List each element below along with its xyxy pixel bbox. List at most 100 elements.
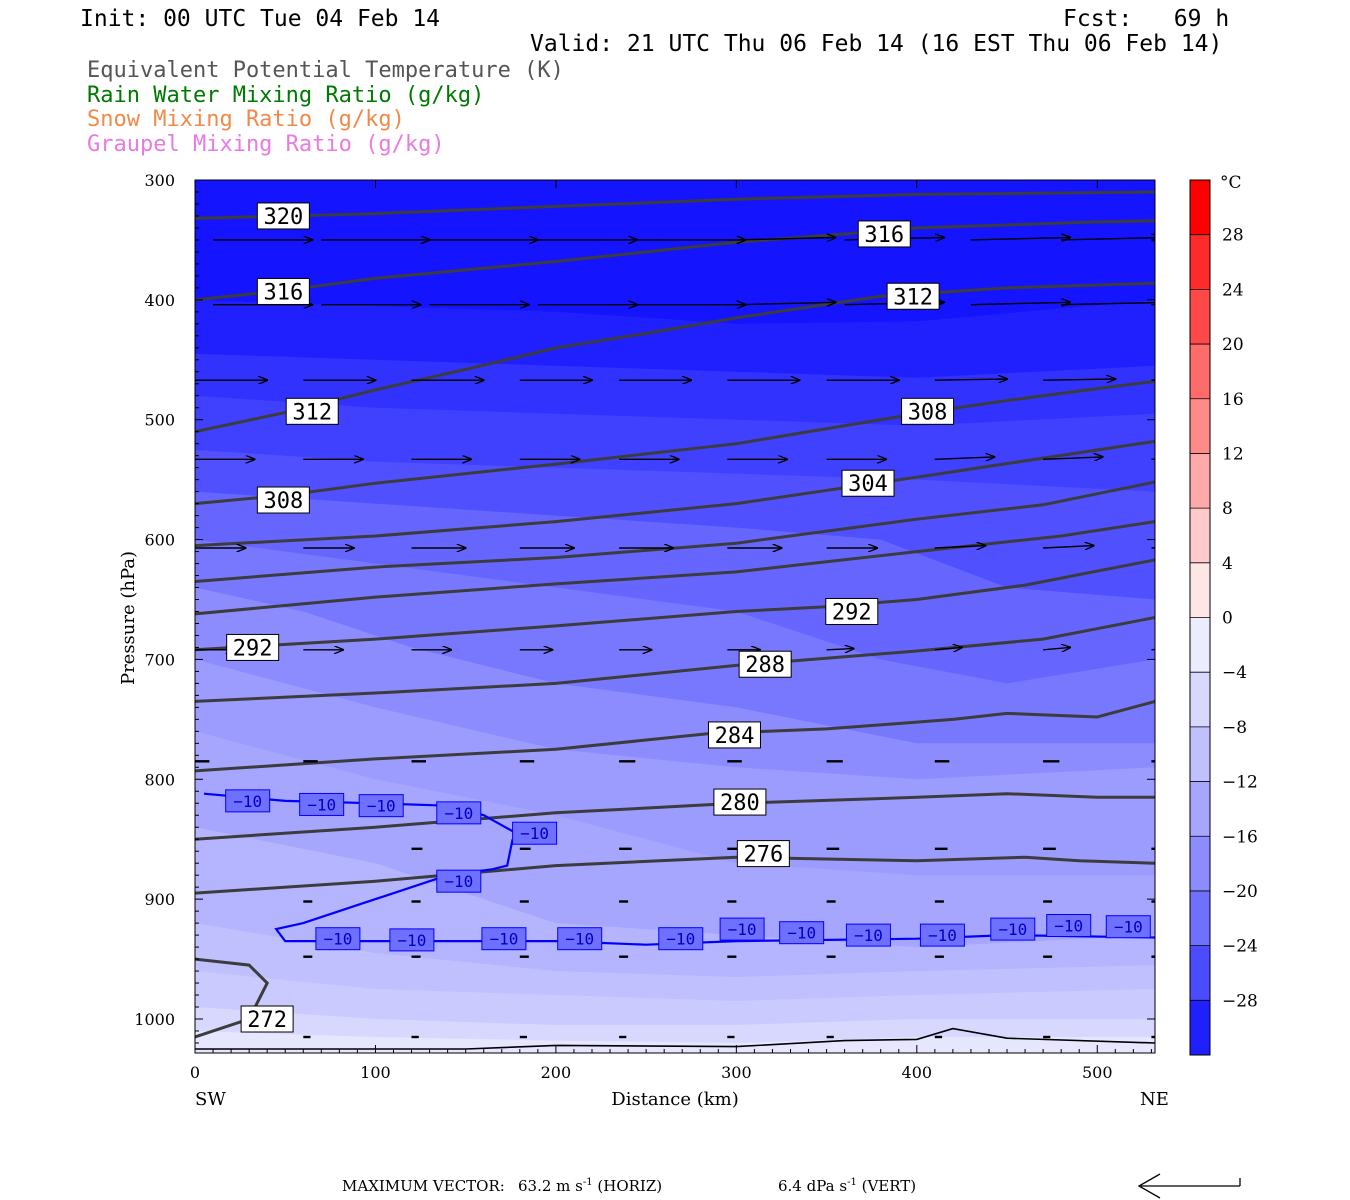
isotherm-label-text: −10 bbox=[998, 920, 1027, 939]
theta-e-label-0: 320 bbox=[256, 202, 310, 230]
isotherm-label-3: −10 bbox=[436, 801, 482, 825]
theta-e-label-box bbox=[713, 788, 767, 816]
theta-e-contour-15 bbox=[195, 855, 1155, 895]
isotherm-label-5: −10 bbox=[436, 869, 482, 893]
isotherm-label-text: −10 bbox=[1054, 917, 1083, 936]
colorbar-tick-label: 4 bbox=[1222, 554, 1233, 574]
isotherm-label-box bbox=[1046, 914, 1092, 938]
header-init: Init: 00 UTC Tue 04 Feb 14 bbox=[80, 6, 441, 32]
isotherm-label-7: −10 bbox=[389, 928, 435, 952]
theta-e-label-text: 292 bbox=[832, 600, 872, 625]
y-tick-label: 700 bbox=[144, 650, 175, 669]
theta-e-label-text: 280 bbox=[720, 791, 760, 816]
colorbar-swatch bbox=[1190, 398, 1210, 454]
theta-e-label-14: 280 bbox=[713, 788, 767, 816]
theta-e-label-box bbox=[256, 277, 310, 305]
theta-e-label-text: 320 bbox=[263, 205, 303, 230]
wind-vector bbox=[1043, 546, 1094, 548]
theta-e-contour-5 bbox=[195, 379, 1155, 506]
theta-e-label-text: 284 bbox=[715, 724, 755, 749]
isotherm-label-text: −10 bbox=[323, 930, 352, 949]
isotherm-label-text: −10 bbox=[520, 824, 549, 843]
max-vector-vert-value: 6.4 dPa s bbox=[778, 1177, 848, 1195]
wind-vector bbox=[1043, 457, 1103, 459]
isotherm-label-text: −10 bbox=[233, 792, 262, 811]
colorbar-swatch bbox=[1190, 180, 1210, 235]
isotherm-label-0: −10 bbox=[225, 789, 271, 813]
colorbar-swatch bbox=[1190, 617, 1210, 673]
wind-vector bbox=[934, 457, 995, 459]
field-title-graupel: Graupel Mixing Ratio (g/kg) bbox=[87, 132, 445, 157]
theta-e-label-text: 276 bbox=[743, 843, 783, 868]
isotherm-label-14: −10 bbox=[919, 923, 965, 947]
header-fcst: Fcst: 69 h bbox=[1063, 6, 1230, 32]
theta-e-label-4: 312 bbox=[886, 282, 940, 310]
theta-e-label-box bbox=[256, 202, 310, 230]
isotherm-label-text: −10 bbox=[1114, 918, 1143, 937]
theta-e-contour-0 bbox=[195, 190, 1155, 220]
theta-e-label-10: 292 bbox=[226, 633, 280, 661]
x-tick-label: 200 bbox=[541, 1063, 572, 1082]
colorbar-swatch bbox=[1190, 344, 1210, 399]
theta-e-label-box bbox=[256, 486, 310, 514]
x-axis-label: Distance (km) bbox=[611, 1089, 738, 1110]
isotherm-label-13: −10 bbox=[845, 923, 891, 947]
isotherm-label-box bbox=[658, 927, 704, 951]
theta-e-label-11: 292 bbox=[825, 597, 879, 625]
colorbar-swatch bbox=[1190, 289, 1210, 345]
wind-vector bbox=[934, 647, 962, 649]
isotherm-label-box bbox=[919, 923, 965, 947]
isotherm-label-box bbox=[225, 789, 271, 813]
theta-e-label-box bbox=[736, 840, 790, 868]
isotherm-label-box bbox=[358, 794, 404, 818]
theta-e-label-16: 272 bbox=[240, 1005, 294, 1033]
theta-e-contour-14 bbox=[195, 792, 1155, 841]
theta-e-contour-1 bbox=[195, 219, 1155, 302]
colorbar-swatch bbox=[1190, 945, 1210, 1001]
colorbar-swatch bbox=[1190, 781, 1210, 837]
wind-vector bbox=[736, 238, 835, 240]
x-tick-label: 400 bbox=[902, 1063, 933, 1082]
x-tick-label: 300 bbox=[721, 1063, 752, 1082]
theta-e-contour-9 bbox=[195, 520, 1155, 616]
colorbar-swatch bbox=[1190, 1000, 1210, 1055]
isotherm-label-text: −10 bbox=[444, 872, 473, 891]
theta-e-label-text: 316 bbox=[263, 280, 303, 305]
isotherm-label-box bbox=[299, 792, 345, 816]
theta-e-label-6: 308 bbox=[901, 397, 955, 425]
isotherm-label-9: −10 bbox=[557, 927, 603, 951]
max-vector-horiz-tag: (HORIZ) bbox=[597, 1177, 663, 1195]
colorbar-swatch bbox=[1190, 562, 1210, 618]
theta-e-label-13: 284 bbox=[707, 721, 761, 749]
colorbar-tick-label: −8 bbox=[1222, 718, 1247, 738]
wind-vector bbox=[970, 302, 1070, 304]
theta-e-label-text: 304 bbox=[848, 472, 888, 497]
isotherm-label-text: −10 bbox=[444, 804, 473, 823]
max-vector-label: MAXIMUM VECTOR: bbox=[342, 1177, 505, 1195]
theta-e-label-text: 312 bbox=[292, 400, 332, 425]
theta-e-contour-10 bbox=[195, 558, 1155, 652]
wind-vector bbox=[1043, 379, 1115, 380]
isotherm-label-12: −10 bbox=[779, 921, 825, 945]
colorbar-tick-label: −4 bbox=[1222, 663, 1247, 683]
isotherm-label-text: −10 bbox=[307, 795, 336, 814]
theta-e-label-1: 316 bbox=[256, 277, 310, 305]
colorbar-tick-label: 28 bbox=[1222, 226, 1244, 246]
colorbar-tick-label: −16 bbox=[1222, 827, 1258, 847]
theta-e-label-12: 288 bbox=[738, 650, 792, 678]
y-tick-label: 500 bbox=[144, 411, 175, 430]
x-tick-label: 100 bbox=[360, 1063, 391, 1082]
max-vector-legend-arrow bbox=[1137, 1173, 1241, 1199]
field-title-snow: Snow Mixing Ratio (g/kg) bbox=[87, 107, 405, 132]
isotherm-label-box bbox=[990, 917, 1036, 941]
y-tick-label: 800 bbox=[144, 770, 175, 789]
x-axis-right-label: NE bbox=[1140, 1089, 1169, 1110]
theta-e-label-7: 304 bbox=[841, 469, 895, 497]
colorbar-swatch bbox=[1190, 508, 1210, 563]
isotherm-label-text: −10 bbox=[666, 930, 695, 949]
wind-vector bbox=[826, 649, 854, 650]
theta-e-contour-labels: 320 316 316 312 312 308 308 304 292 292 288 284 280 2… bbox=[226, 202, 955, 1033]
field-title-rain: Rain Water Mixing Ratio (g/kg) bbox=[87, 83, 485, 108]
theta-e-label-3: 312 bbox=[285, 397, 339, 425]
